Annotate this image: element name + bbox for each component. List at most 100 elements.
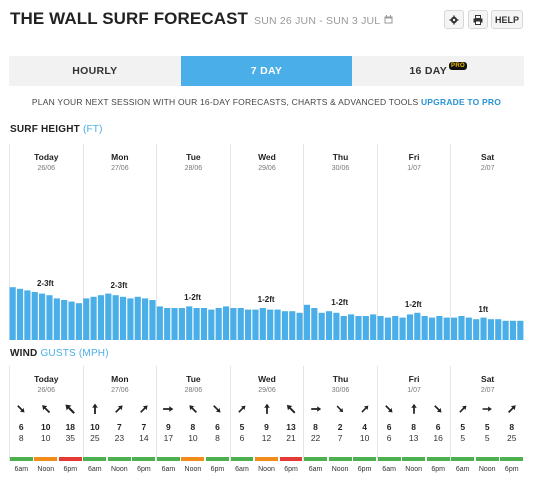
surf-bar xyxy=(421,316,428,340)
wind-chart: 6 8 6am 10 10 Noon 18 35 6pm 10 25 6am 7 23 Noon 7 14 6pm… xyxy=(9,366,524,484)
wind-gust: 10 xyxy=(41,433,51,443)
time-of-day-label: Noon xyxy=(184,466,202,473)
wind-speed: 2 xyxy=(337,422,343,432)
day-name: Mon xyxy=(111,152,129,162)
wind-rating-bar xyxy=(107,457,131,461)
surf-height-label: 2-3ft xyxy=(110,280,128,290)
surf-bar xyxy=(318,312,325,340)
tab-7-day[interactable]: 7 DAY xyxy=(180,56,353,86)
time-of-day-label: 6am xyxy=(161,466,176,473)
wind-speed: 8 xyxy=(190,422,196,432)
wind-rating-bar xyxy=(328,457,352,461)
wind-arrow-icon xyxy=(139,405,148,413)
day-date: 26/06 xyxy=(37,387,56,394)
day-name: Wed xyxy=(258,374,276,384)
wind-arrow-icon xyxy=(189,405,197,413)
surf-bar xyxy=(443,317,450,340)
wind-cell: 8 25 xyxy=(500,402,524,443)
day-name: Tue xyxy=(186,374,201,384)
day-name: Today xyxy=(34,152,59,162)
wind-arrow-icon xyxy=(213,405,221,413)
surf-bar xyxy=(465,317,472,340)
wind-gust: 35 xyxy=(65,433,76,443)
wind-rating-bar xyxy=(451,457,475,461)
surf-bar xyxy=(281,311,288,340)
wind-gust: 23 xyxy=(114,433,125,443)
surf-bar xyxy=(97,295,105,340)
print-button[interactable] xyxy=(468,10,488,29)
surf-height-label: 2-3ft xyxy=(36,279,54,288)
time-of-day-label: 6pm xyxy=(357,466,372,473)
wind-rating-bar xyxy=(230,457,254,461)
surf-bar xyxy=(303,304,311,340)
tab-label: 7 DAY xyxy=(250,65,283,77)
day-column: Thu 30/06 xyxy=(303,144,377,340)
wind-arrow-icon xyxy=(286,404,296,414)
wind-rating-bar xyxy=(377,457,401,461)
wind-arrow-icon xyxy=(434,405,442,413)
surf-bar xyxy=(333,312,340,340)
upgrade-link[interactable]: UPGRADE TO PRO xyxy=(420,97,502,107)
surf-bar xyxy=(200,308,208,340)
surf-bar xyxy=(384,317,391,340)
promo-text: PLAN YOUR NEXT SESSION WITH OUR 16-DAY F… xyxy=(31,97,421,107)
time-of-day-label: 6am xyxy=(88,466,102,473)
wind-arrow-icon xyxy=(263,403,270,414)
surf-day-grid: Today 26/06 Mon 27/06 Tue 28/06 Wed 29/06 Thu 30/… xyxy=(9,144,524,340)
calendar-icon[interactable] xyxy=(384,15,393,24)
surf-height-title: SURF HEIGHT (FT) xyxy=(10,124,103,135)
surf-bar xyxy=(259,308,266,340)
surf-bar xyxy=(127,298,134,340)
day-date: 28/06 xyxy=(184,387,203,394)
wind-speed: 7 xyxy=(116,422,122,432)
wind-gust: 5 xyxy=(460,433,466,443)
wind-speed: 10 xyxy=(90,422,100,432)
time-of-day-label: 6am xyxy=(235,466,249,473)
wind-subtitle: GUSTS (MPH) xyxy=(40,348,109,359)
wind-rating-bar xyxy=(353,457,377,461)
wind-cell: 9 12 xyxy=(255,402,279,443)
surf-title-text: SURF HEIGHT xyxy=(10,124,80,135)
wind-speed: 5 xyxy=(239,422,245,432)
surf-bar xyxy=(222,306,230,340)
wind-speed: 7 xyxy=(141,422,147,432)
help-button[interactable]: HELP xyxy=(491,10,523,29)
wind-gust: 17 xyxy=(163,433,174,443)
settings-button[interactable] xyxy=(444,10,464,29)
tab-16-day[interactable]: 16 DAY PRO xyxy=(352,56,524,86)
wind-arrow-icon xyxy=(410,403,417,414)
surf-height-label: 1-2ft xyxy=(257,295,275,304)
time-of-day-label: Noon xyxy=(331,466,349,473)
time-of-day-label: 6pm xyxy=(210,466,225,473)
wind-cell: 7 23 xyxy=(107,402,131,443)
surf-bar xyxy=(473,319,480,340)
wind-gust: 10 xyxy=(359,433,370,443)
date-range: SUN 26 JUN - SUN 3 JUL xyxy=(254,15,381,27)
surf-bar xyxy=(274,309,281,340)
wind-arrow-icon xyxy=(360,405,368,413)
surf-bar xyxy=(487,319,494,340)
wind-cell: 7 14 xyxy=(132,402,156,443)
wind-gust: 12 xyxy=(261,433,272,443)
surf-bar xyxy=(149,300,156,340)
wind-gust: 25 xyxy=(507,433,517,443)
time-of-day-label: 6pm xyxy=(431,466,445,473)
wind-gust: 21 xyxy=(286,433,296,443)
print-icon xyxy=(473,14,483,25)
wind-speed: 5 xyxy=(484,422,490,432)
wind-speed: 8 xyxy=(509,422,515,432)
time-of-day-label: Noon xyxy=(37,466,55,473)
tab-hourly[interactable]: HOURLY xyxy=(9,56,181,86)
day-column: Sat 2/07 xyxy=(450,144,524,340)
surf-bar xyxy=(502,320,509,340)
surf-bar xyxy=(311,308,318,340)
surf-bar xyxy=(39,293,46,340)
wind-gust: 8 xyxy=(18,433,24,443)
wind-arrow-icon xyxy=(385,405,393,413)
wind-title-text: WIND xyxy=(10,348,38,359)
surf-bar xyxy=(112,295,119,340)
surf-bar xyxy=(480,317,487,340)
